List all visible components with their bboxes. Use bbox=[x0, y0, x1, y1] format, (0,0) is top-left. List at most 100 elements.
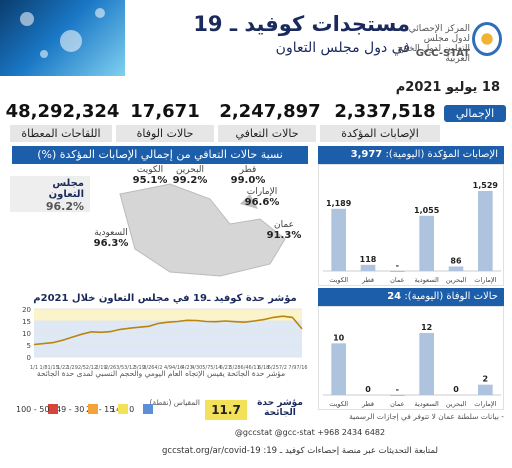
x-tick-21: 5/28 bbox=[229, 365, 240, 371]
x-tick-22: 6/4 bbox=[241, 365, 249, 371]
kpi-vaccines-label: اللقاحات المعطاة bbox=[10, 125, 112, 142]
map-value-uae: 96.6% bbox=[244, 197, 280, 208]
y-tick-3: 15 bbox=[22, 318, 31, 326]
bar-label-deaths-3: - bbox=[396, 385, 399, 394]
bar-label-confirmed-3: - bbox=[396, 261, 399, 270]
kpi-deaths-label: حالات الوفاة bbox=[116, 125, 214, 142]
org-name-en: GCC-STAT bbox=[415, 48, 470, 59]
x-tick-9: 3/5 bbox=[116, 365, 124, 371]
y-tick-0: 0 bbox=[27, 354, 31, 362]
gcc-name: مجلس التعاون bbox=[48, 178, 84, 200]
bar-label-deaths-5: 10 bbox=[333, 333, 345, 342]
bar-category-deaths-1: البحرين bbox=[446, 400, 466, 408]
x-tick-6: 2/12 bbox=[86, 365, 97, 371]
deaths-daily-chart: 2 الإمارات 0 البحرين 12 السعودية - عمان 0 قطر 10 ال… bbox=[323, 323, 501, 408]
bar-category-confirmed-2: السعودية bbox=[415, 276, 439, 284]
x-tick-18: 5/7 bbox=[202, 365, 210, 371]
x-tick-26: 7/2 bbox=[279, 365, 287, 371]
x-tick-15: 4/16 bbox=[172, 365, 183, 371]
bar-label-confirmed-4: 118 bbox=[360, 255, 377, 264]
bar-label-deaths-4: 0 bbox=[365, 385, 371, 394]
kpi-vaccines-value: 48,292,324 bbox=[5, 101, 120, 122]
gcc-stat-logo-icon bbox=[472, 22, 502, 56]
severity-legend-range-2: 49 - 30 bbox=[56, 405, 85, 414]
map-label-saudi: السعودية bbox=[94, 228, 128, 238]
bar-category-deaths-3: عمان bbox=[390, 400, 405, 408]
total-tag: الإجمالي bbox=[444, 105, 506, 122]
x-tick-12: 3/26 bbox=[143, 365, 154, 371]
bar-category-confirmed-3: عمان bbox=[390, 276, 405, 284]
bar-label-confirmed-0: 1,529 bbox=[473, 181, 499, 190]
bar-confirmed-4 bbox=[360, 264, 376, 271]
x-tick-24: 6/18 bbox=[258, 365, 269, 371]
x-tick-27: 7/9 bbox=[288, 365, 296, 371]
confirmed-daily-header: الإصابات المؤكدة (اليومية): 3,977 bbox=[318, 146, 504, 164]
bar-category-confirmed-4: قطر bbox=[361, 276, 374, 284]
severity-label: مؤشر حدة الجائحة bbox=[257, 398, 303, 418]
bar-category-deaths-4: قطر bbox=[361, 400, 374, 408]
org-name-ar: المركز الإحصائي لدول مجلس التعاون لدول ا… bbox=[397, 24, 470, 64]
deaths-daily-title: حالات الوفاة (اليومية): bbox=[404, 291, 498, 302]
map-label-uae: الإمارات bbox=[246, 187, 278, 197]
kpi-confirmed-label: الإصابات المؤكدة bbox=[320, 125, 440, 142]
bar-confirmed-1 bbox=[448, 266, 464, 271]
severity-legend-swatch-2 bbox=[88, 404, 98, 414]
bar-category-deaths-2: السعودية bbox=[415, 400, 439, 408]
confirmed-daily-chart: 1,529 الإمارات 86 البحرين 1,055 السعودية - عمان… bbox=[323, 181, 501, 284]
band-moderate bbox=[34, 309, 302, 321]
map-value-bahrain: 99.2% bbox=[172, 175, 208, 186]
map-value-oman: 91.3% bbox=[266, 230, 302, 241]
severity-value: 11.7 bbox=[205, 400, 247, 420]
x-tick-10: 3/12 bbox=[124, 365, 135, 371]
bar-category-confirmed-0: الإمارات bbox=[474, 276, 496, 284]
x-tick-16: 4/23 bbox=[182, 365, 193, 371]
footer-link[interactable]: لمتابعة التحديثات عبر منصة إحصاءات كوفيد… bbox=[162, 446, 438, 456]
map-label-kuwait: الكويت bbox=[136, 165, 164, 175]
severity-chart-title: مؤشر حدة كوفيد ـ19 في مجلس التعاون خلال … bbox=[33, 293, 297, 304]
severity-line bbox=[33, 315, 303, 346]
y-tick-4: 20 bbox=[22, 306, 31, 314]
social-contacts[interactable]: @gccstat @gcc-stat +968 2434 6482 bbox=[234, 428, 386, 437]
deaths-daily-total: 24 bbox=[387, 291, 402, 302]
bar-category-deaths-0: الإمارات bbox=[474, 400, 496, 408]
gcc-value: 96.2% bbox=[45, 200, 84, 213]
x-tick-3: 1/22 bbox=[57, 365, 68, 371]
severity-legend-swatch-3 bbox=[48, 404, 58, 414]
confirmed-daily-title: الإصابات المؤكدة (اليومية): bbox=[385, 149, 498, 160]
header-graphic bbox=[0, 0, 125, 76]
severity-legend-swatch-0 bbox=[143, 404, 153, 414]
page-subtitle: في دول مجلس التعاون bbox=[275, 40, 410, 56]
x-tick-4: 1/29 bbox=[67, 365, 78, 371]
map-label-qatar: قطر bbox=[239, 165, 257, 175]
confirmed-daily-total: 3,977 bbox=[350, 149, 383, 160]
severity-legend-title: المقياس (نقطة) bbox=[149, 398, 201, 407]
confirmed-daily-panel: 1,529 الإمارات 86 البحرين 1,055 السعودية - عمان… bbox=[318, 164, 504, 286]
y-tick-1: 5 bbox=[27, 342, 31, 350]
x-tick-0: 1/1 bbox=[30, 365, 38, 371]
kpi-recovered-value: 2,247,897 bbox=[219, 101, 321, 122]
bar-deaths-5 bbox=[331, 343, 346, 395]
bar-label-confirmed-5: 1,189 bbox=[326, 199, 352, 208]
bar-deaths-3 bbox=[390, 395, 405, 396]
report-date: 18 يوليو 2021م bbox=[395, 80, 500, 95]
oman-data-note: - بيانات سلطنة عمان لا تتوفر في إجازات ا… bbox=[349, 412, 504, 421]
x-tick-23: 6/11 bbox=[249, 365, 260, 371]
severity-legend-range-3: 100 - 50 bbox=[16, 405, 50, 414]
severity-line-chart: 0 5 10 15 20 1/1 1/8 1/151/221/29 2/5 2/122/192/2… bbox=[22, 306, 308, 371]
bar-category-deaths-5: الكويت bbox=[329, 400, 348, 408]
bar-label-deaths-1: 0 bbox=[453, 385, 459, 394]
deaths-daily-panel: 2 الإمارات 0 البحرين 12 السعودية - عمان 0 قطر 10 ال… bbox=[318, 306, 504, 410]
bar-label-confirmed-2: 1,055 bbox=[414, 206, 440, 215]
bar-category-confirmed-1: البحرين bbox=[446, 276, 466, 284]
x-tick-14: 4/9 bbox=[164, 365, 172, 371]
bar-label-deaths-0: 2 bbox=[483, 375, 489, 384]
deaths-daily-header: حالات الوفاة (اليومية): 24 bbox=[318, 288, 504, 306]
x-tick-7: 2/19 bbox=[95, 365, 106, 371]
map-value-qatar: 99.0% bbox=[230, 175, 266, 186]
bar-confirmed-0 bbox=[478, 191, 493, 271]
x-tick-25: 6/25 bbox=[268, 365, 279, 371]
severity-legend-range-1: 29 - 15 bbox=[86, 405, 115, 414]
severity-legend-swatch-1 bbox=[118, 404, 128, 414]
map-value-kuwait: 95.1% bbox=[132, 175, 168, 186]
x-tick-20: 5/21 bbox=[220, 365, 231, 371]
